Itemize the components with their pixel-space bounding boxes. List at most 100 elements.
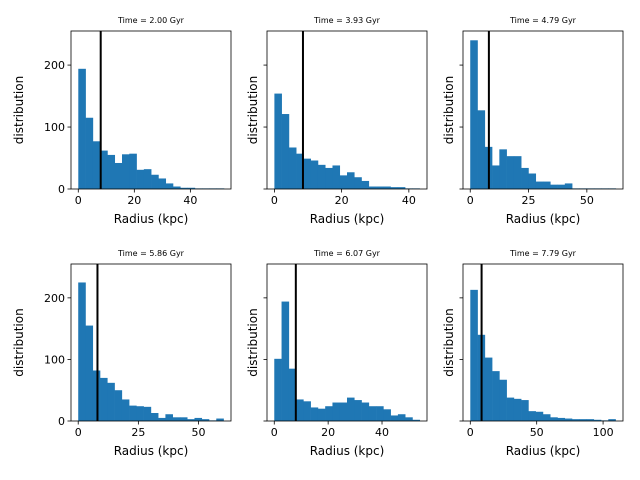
histogram-bar — [165, 183, 174, 189]
histogram-bar — [165, 414, 173, 421]
x-axis-label: Radius (kpc) — [506, 212, 581, 226]
histogram-bar — [288, 368, 297, 421]
histogram-bar — [317, 164, 326, 189]
histogram-bar — [129, 405, 137, 421]
histogram-bar — [296, 153, 304, 189]
histogram-bar — [114, 162, 123, 189]
panel-title: Time = 7.79 Gyr — [509, 249, 577, 258]
histogram-bar — [100, 377, 108, 421]
histogram-bar — [187, 187, 196, 189]
histogram-bar — [535, 181, 544, 189]
histogram-bar — [492, 165, 500, 189]
histogram-bar — [288, 147, 297, 189]
histogram-bar — [361, 180, 370, 189]
histogram-bar — [317, 408, 326, 421]
histogram-bar — [521, 167, 529, 189]
histogram-bar — [121, 399, 130, 421]
x-tick-label: 50 — [192, 426, 206, 439]
histogram-bar — [179, 417, 188, 421]
histogram-bar — [325, 406, 333, 421]
axes-frame — [462, 30, 624, 190]
y-axis-label: distribution — [442, 76, 456, 144]
histogram-bar — [180, 187, 188, 189]
histogram-bar — [325, 167, 333, 189]
x-tick-label: 40 — [183, 194, 197, 207]
x-tick-label: 0 — [467, 194, 474, 207]
x-tick-label: 20 — [335, 194, 349, 207]
histogram-bar — [78, 282, 86, 421]
histogram-bar — [470, 40, 478, 189]
x-tick-label: 20 — [321, 426, 335, 439]
histogram-panel-5: 0 20 40 Time = 6.07 Gyr Radius (kpc) distribu… — [246, 249, 428, 458]
histogram-bar — [564, 183, 573, 189]
x-tick-label: 0 — [75, 194, 82, 207]
histogram-bar — [550, 184, 558, 189]
y-axis-label: distribution — [12, 76, 26, 144]
histogram-bar — [542, 414, 551, 421]
y-tick-label: 200 — [44, 59, 65, 72]
histogram-bar — [376, 406, 384, 421]
y-tick-label: 200 — [44, 292, 65, 305]
x-tick-label: 50 — [530, 426, 544, 439]
histogram-bar — [274, 358, 282, 421]
histogram-bar — [114, 390, 123, 421]
histogram-bar — [281, 114, 290, 189]
x-tick-label: 100 — [593, 426, 614, 439]
histogram-bar — [528, 411, 536, 421]
histogram-bar — [136, 406, 144, 421]
x-tick-label: 0 — [271, 194, 278, 207]
histogram-bar — [608, 419, 616, 421]
histogram-panel-4: 0 25 50 0 100 200 Time = 5.86 Gyr Radius (kpc) d… — [12, 249, 232, 458]
histogram-bar — [310, 160, 319, 189]
histogram-bar — [397, 414, 406, 421]
histogram-bar — [593, 419, 602, 421]
histogram-bar — [172, 417, 181, 421]
histogram-bar — [296, 399, 304, 421]
histogram-bar — [347, 172, 355, 189]
histogram-bar — [122, 154, 130, 189]
x-tick-label: 25 — [522, 194, 536, 207]
histogram-bar — [85, 117, 94, 189]
histogram-bar — [151, 174, 159, 189]
y-axis-label: distribution — [246, 308, 260, 376]
y-axis-label: distribution — [442, 308, 456, 376]
histogram-bar — [303, 158, 311, 189]
histogram-bar — [339, 402, 348, 421]
histogram-bar — [397, 187, 406, 189]
histogram-bar — [586, 419, 595, 421]
x-tick-label: 0 — [467, 426, 474, 439]
histogram-bar — [361, 402, 370, 421]
y-tick-label: 100 — [44, 353, 65, 366]
histogram-bar — [143, 169, 152, 189]
histogram-bar — [332, 165, 341, 189]
histogram-bar — [368, 186, 377, 189]
histogram-bar — [550, 417, 558, 421]
histogram-bar — [281, 301, 290, 421]
histogram-bar — [92, 141, 101, 189]
histogram-panel-6: 0 50 100 Time = 7.79 Gyr Radius (kpc) distrib… — [442, 249, 624, 458]
axes-frame — [266, 30, 428, 190]
axes-frame — [266, 263, 428, 422]
x-axis-label: Radius (kpc) — [310, 212, 385, 226]
axes-frame — [70, 30, 232, 190]
x-axis-label: Radius (kpc) — [114, 212, 189, 226]
x-axis-label: Radius (kpc) — [506, 444, 581, 458]
histogram-bar — [107, 154, 116, 189]
y-tick-label: 0 — [58, 415, 65, 428]
histogram-bar — [499, 149, 507, 189]
histogram-panel-1: 0 20 40 0 100 200 Time = 2.00 Gyr Radius (kpc) d… — [12, 16, 232, 226]
histogram-bar — [347, 397, 355, 421]
histogram-bar — [158, 417, 166, 421]
histogram-bar — [274, 93, 282, 189]
panel-title: Time = 5.86 Gyr — [117, 249, 185, 258]
histogram-bar — [100, 150, 108, 189]
histogram-bar — [470, 289, 478, 421]
x-tick-label: 20 — [127, 194, 141, 207]
panel-title: Time = 2.00 Gyr — [117, 16, 185, 25]
histogram-bar — [405, 417, 413, 421]
histogram-bar — [339, 175, 348, 189]
panel-title: Time = 6.07 Gyr — [313, 249, 381, 258]
histogram-bar — [557, 184, 566, 189]
x-axis-label: Radius (kpc) — [114, 444, 189, 458]
histogram-bar — [376, 186, 384, 189]
